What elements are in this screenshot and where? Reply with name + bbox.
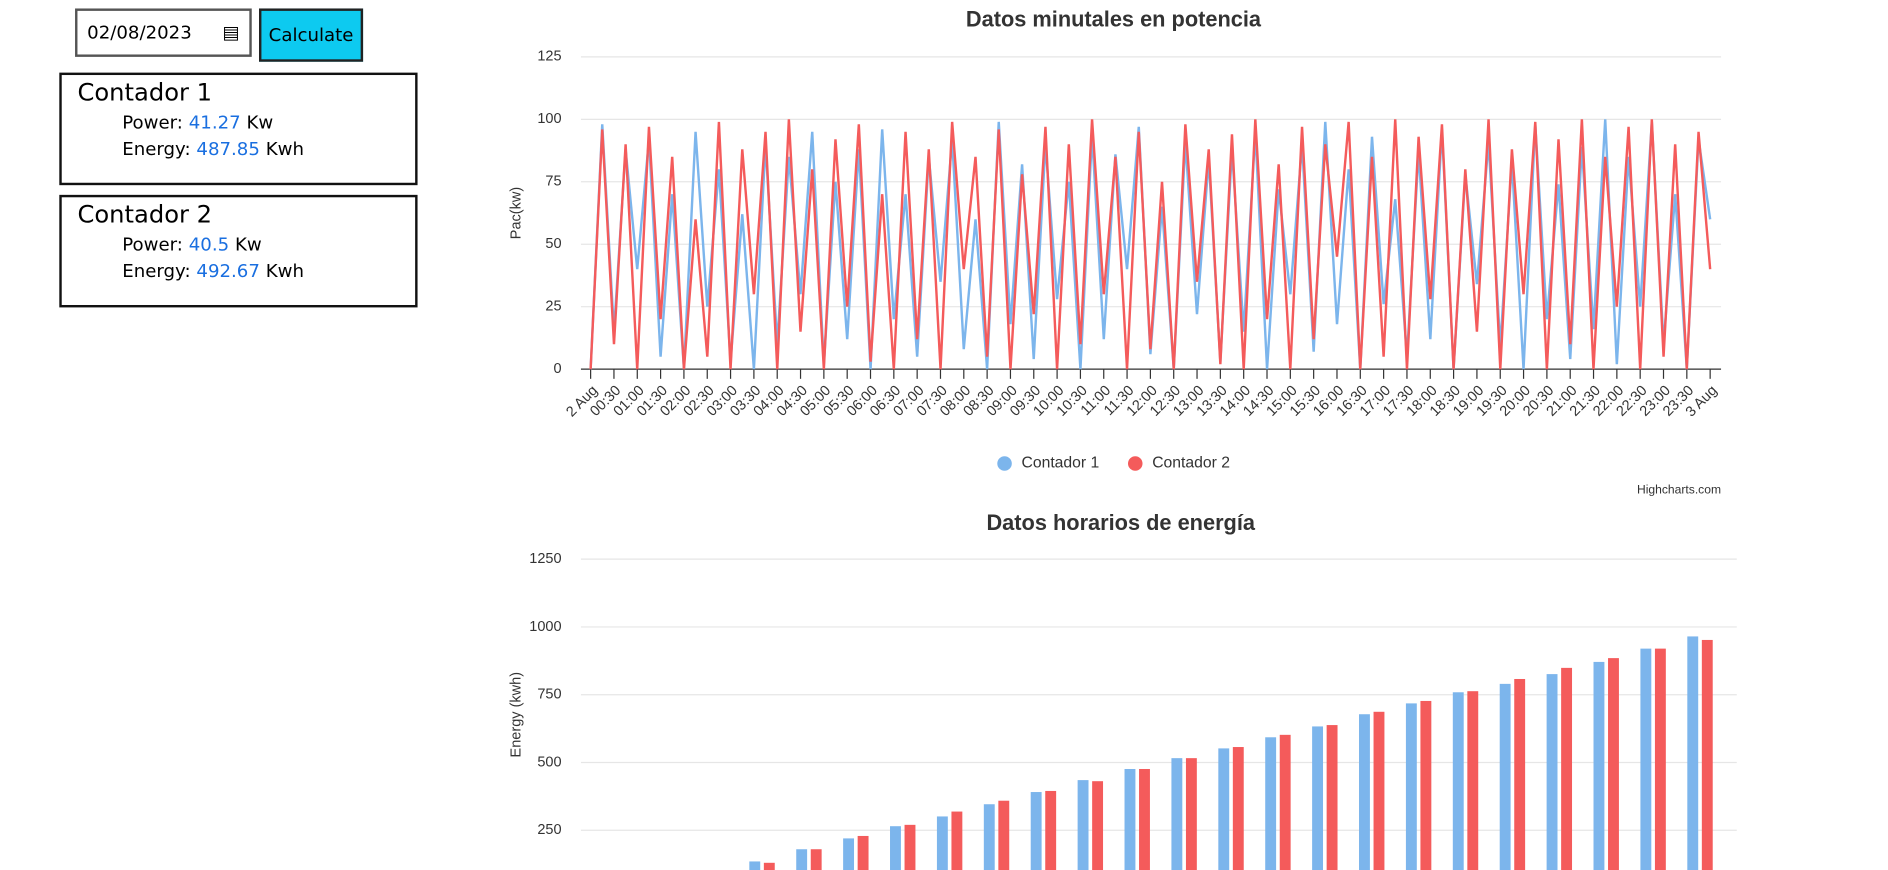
bar [763,862,775,870]
legend-marker [997,456,1012,471]
bar [904,824,916,870]
meter-title: Contador 1 [77,77,213,107]
calendar-icon[interactable]: ▤ [222,21,240,44]
bar [951,811,963,870]
unit: Kwh [265,137,304,160]
unit: Kwh [265,260,304,282]
bar [1373,711,1385,870]
bar [1139,768,1150,870]
meter-title: Contador 2 [77,199,213,229]
bar [1514,678,1526,870]
bar [1171,758,1183,870]
energy: 487.85 [196,137,260,160]
y-tick-label: 0 [554,361,562,377]
y-tick-label: 100 [537,111,561,127]
power-row: Power: 41.27 Kw [122,111,415,133]
bar [1030,792,1042,870]
energy-row: Energy: 487.85 Kwh [122,138,415,160]
y-tick-label: 750 [537,687,561,703]
bar [1546,674,1558,870]
power: 41.27 [188,111,241,134]
bar [1701,639,1713,870]
bar [1279,734,1291,870]
meter-card: Contador 1 Power: 41.27 Kw Energy: 487.8… [59,72,418,186]
bar [1420,700,1432,870]
bar [1499,683,1511,870]
power-row: Power: 40.5 Kw [122,234,415,256]
y-tick-label: 1250 [529,551,561,567]
y-tick-label: 1000 [529,619,561,635]
legend-marker [1127,456,1143,471]
bar [857,835,869,870]
bar [998,800,1010,870]
legend-label: Contador 2 [1152,455,1230,472]
bar [843,838,855,870]
bar [1124,768,1136,870]
bar [1452,692,1464,870]
bar [1265,737,1277,870]
meter-card: Contador 2 Power: 40.5 Kw Energy: 492.67… [59,194,418,308]
date-value: 02/08/2023 [87,21,192,44]
bar [1077,780,1089,870]
chart-title: Datos minutales en potencia [966,6,1262,31]
credit: Highcharts.com [1637,482,1721,496]
bar [1640,648,1652,870]
unit: Kw [246,111,274,134]
chart-title: Datos horarios de energía [986,510,1255,535]
energy-row: Energy: 492.67 Kwh [122,260,415,282]
bar [890,826,901,870]
bar [1045,790,1057,870]
bar [1561,667,1573,870]
bar [1185,758,1197,870]
bar [1218,748,1230,870]
bar [1092,781,1104,870]
y-tick-label: 75 [545,174,561,190]
y-axis-title: Pac(kw) [509,187,525,239]
date-input[interactable]: 02/08/2023 ▤ [75,8,252,57]
bar [1467,691,1479,870]
y-axis-title: Energy (kwh) [509,672,525,758]
unit: Kw [234,233,262,256]
y-tick-label: 500 [537,754,561,770]
energy: 492.67 [196,260,260,282]
y-tick-label: 25 [545,299,561,315]
power: 40.5 [188,233,230,256]
calculate-button[interactable]: Calculate [259,8,364,62]
form: 02/08/2023 ▤ Calculate [75,8,364,62]
bar [983,804,995,870]
y-tick-label: 50 [545,236,561,252]
legend-label: Contador 1 [1021,455,1099,472]
bar [1608,658,1619,870]
label: Energy: [122,137,191,160]
bar [1312,726,1324,870]
bar [796,849,808,870]
label: Power: [122,233,183,256]
bar [1687,636,1699,870]
y-tick-label: 250 [537,822,561,838]
bar [1359,714,1370,870]
bar [1654,648,1666,870]
series-line [589,119,1712,370]
bar [810,849,822,870]
label: Energy: [122,260,191,282]
bar [1593,661,1605,870]
bar [936,816,948,870]
y-tick-label: 125 [537,49,561,65]
label: Power: [122,111,183,134]
bar [1405,703,1417,870]
bar [1232,747,1244,870]
bar [749,861,761,870]
bar [1326,725,1338,870]
